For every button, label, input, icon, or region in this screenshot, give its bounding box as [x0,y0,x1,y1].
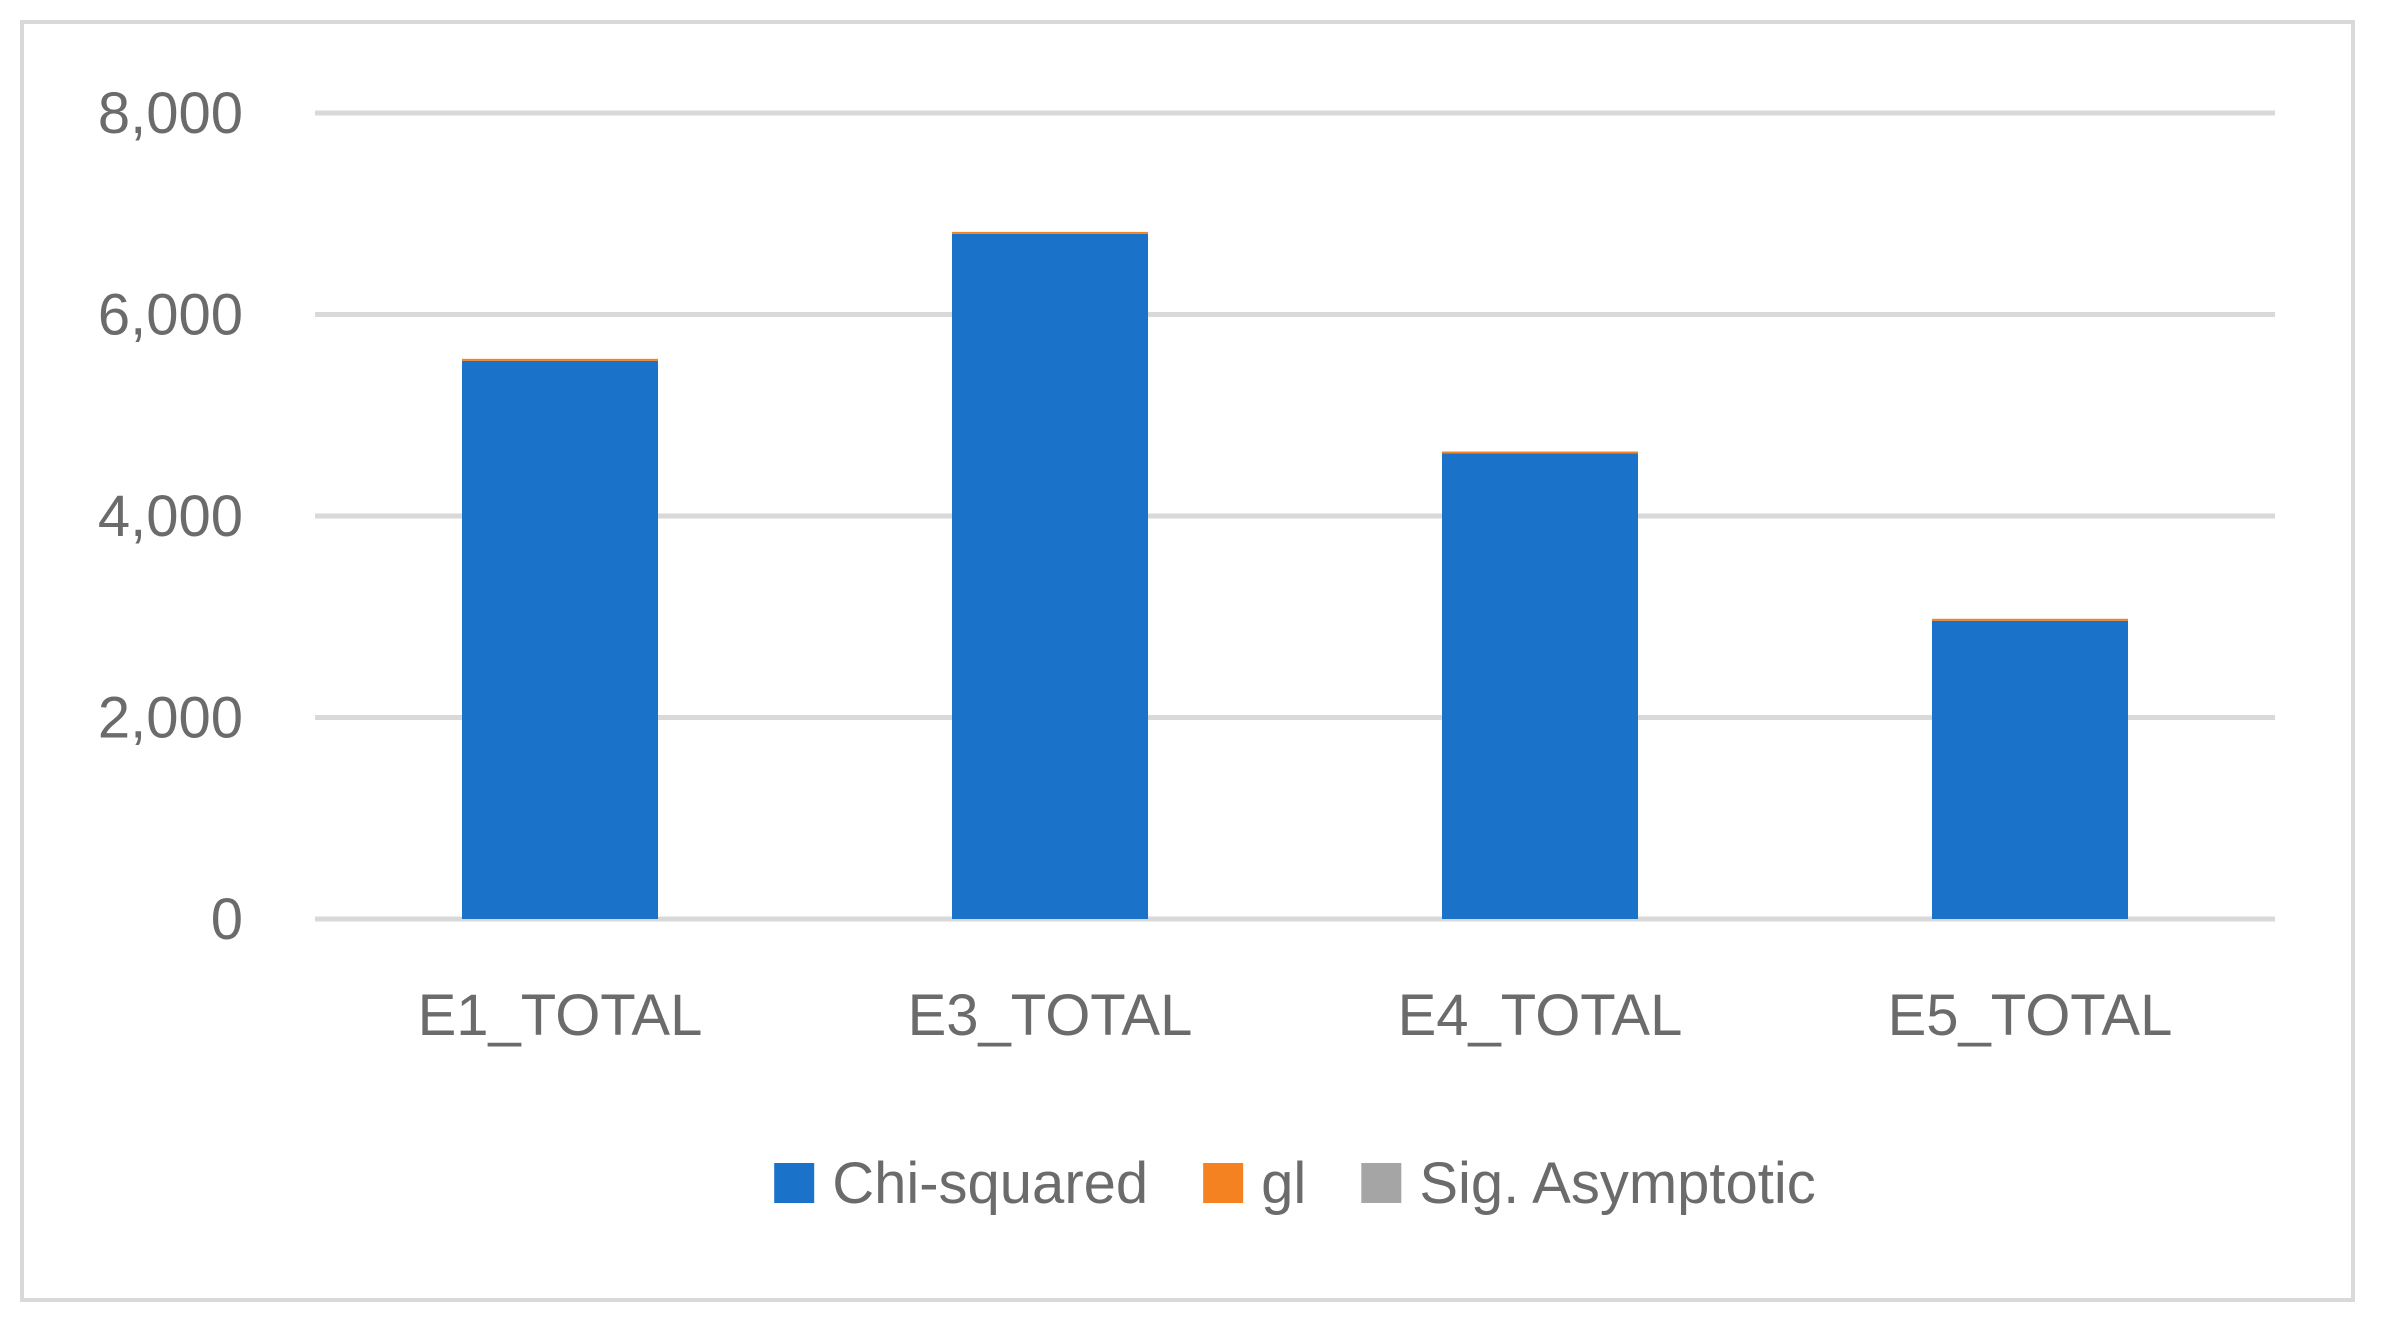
legend-label: Chi-squared [832,1151,1148,1216]
legend-label: Sig. Asymptotic [1419,1151,1815,1216]
x-tick-label: E5_TOTAL [1888,983,2173,1048]
bar-e3-total-chi-squared [952,233,1148,919]
legend-swatch [1361,1163,1402,1203]
legend-swatch [774,1163,815,1203]
legend-item-gl: gl [1203,1151,1306,1216]
y-tick-label: 6,000 [98,283,243,348]
legend-item-sig-asymptotic: Sig. Asymptotic [1361,1151,1816,1216]
y-axis-tick-labels: 0 2,000 4,000 6,000 8,000 [98,81,243,952]
legend: Chi-squared gl Sig. Asymptotic [774,1151,1816,1216]
bar-e1-total-chi-squared [462,360,658,920]
bar-e3-total-gl [952,231,1148,234]
legend-item-chi-squared: Chi-squared [774,1151,1148,1216]
bar-e4-total-chi-squared [1442,453,1638,919]
bar-e1-total-gl [462,358,658,361]
bar-e4-total-gl [1442,451,1638,454]
bars [462,231,2128,920]
x-tick-label: E1_TOTAL [418,983,703,1048]
y-tick-label: 0 [211,887,243,952]
y-tick-label: 8,000 [98,81,243,146]
x-tick-label: E3_TOTAL [908,983,1193,1048]
y-tick-label: 4,000 [98,484,243,549]
legend-swatch [1203,1163,1244,1203]
x-axis-tick-labels: E1_TOTAL E3_TOTAL E4_TOTAL E5_TOTAL [418,983,2173,1048]
y-tick-label: 2,000 [98,686,243,751]
bar-e5-total-chi-squared [1932,620,2128,919]
bar-e5-total-gl [1932,618,2128,621]
legend-label: gl [1261,1151,1306,1216]
x-tick-label: E4_TOTAL [1398,983,1683,1048]
